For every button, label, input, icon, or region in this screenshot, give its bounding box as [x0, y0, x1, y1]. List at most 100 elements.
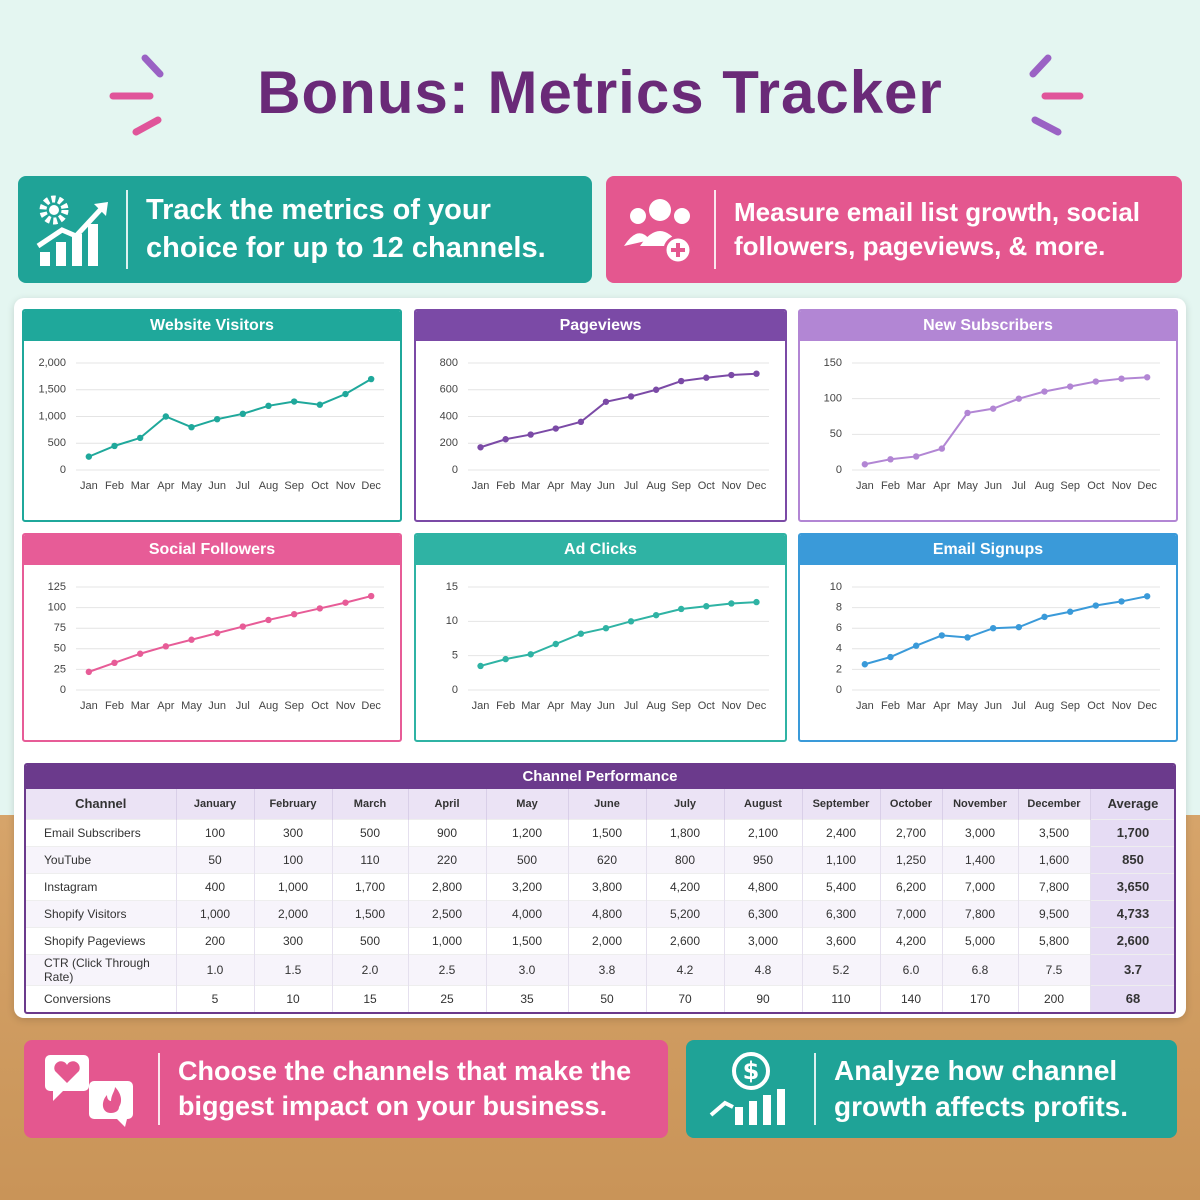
point — [887, 456, 894, 463]
point — [678, 377, 685, 385]
x-tick-label: May — [570, 480, 591, 492]
chart-card: Website Visitors 0 500 1,000 1,500 2,000 Jan Fe… — [22, 309, 402, 522]
y-tick-label: 50 — [830, 428, 842, 440]
chart-title: Social Followers — [24, 535, 400, 565]
y-tick-label: 50 — [54, 643, 66, 655]
table-row: Shopify Pageviews 200 300 500 1,000 1,500 2,00… — [26, 926, 1174, 954]
cell: 1,400 — [942, 845, 1019, 873]
cell: 200 — [1018, 984, 1091, 1012]
x-tick-label: Mar — [907, 480, 926, 492]
y-tick-label: 2 — [836, 663, 842, 675]
cell: 70 — [646, 984, 725, 1012]
x-tick-label: May — [570, 700, 591, 712]
point — [316, 605, 324, 612]
point — [188, 636, 195, 643]
y-tick-label: 0 — [836, 464, 842, 476]
point — [703, 603, 710, 610]
cell: 100 — [176, 818, 255, 846]
column-header: Average — [1090, 789, 1174, 819]
point — [602, 398, 610, 405]
x-tick-label: Jun — [597, 480, 615, 492]
point — [213, 629, 221, 637]
chart-title: Website Visitors — [24, 311, 400, 341]
chart: 0 25 50 75 100 125 Jan Feb Mar Apr May Jun Jul Aug Sep… — [48, 581, 384, 712]
point — [602, 625, 610, 632]
x-tick-label: Jan — [856, 700, 874, 712]
point — [111, 442, 118, 450]
x-tick-label: Jul — [624, 700, 638, 712]
cell: 6.8 — [942, 953, 1019, 985]
y-tick-label: 125 — [48, 581, 66, 593]
chart: 0 5 10 15 Jan Feb Mar Apr May Jun Jul Aug Sep Oct Nov D… — [446, 581, 769, 712]
point — [136, 434, 144, 442]
point — [703, 374, 710, 381]
x-tick-label: Sep — [1060, 700, 1080, 712]
y-tick-label: 10 — [446, 615, 458, 627]
point — [912, 642, 920, 649]
point — [989, 625, 997, 632]
cell: 15 — [332, 984, 409, 1012]
column-header: March — [332, 789, 409, 819]
x-tick-label: Mar — [907, 700, 926, 712]
point — [502, 436, 509, 443]
chart-card: Ad Clicks 0 5 10 15 Jan Feb Mar Apr May Jun Jul Aug S… — [414, 533, 787, 742]
cell: 4.2 — [646, 953, 725, 985]
cell: 1.0 — [176, 953, 255, 985]
cell: 500 — [332, 818, 409, 846]
line — [864, 595, 1148, 666]
point — [85, 668, 93, 676]
cell: 2,600 — [646, 926, 725, 954]
y-tick-label: 10 — [830, 581, 842, 593]
x-tick-label: Dec — [747, 480, 767, 492]
point — [1092, 602, 1100, 609]
svg-text:$: $ — [743, 1057, 760, 1085]
table-row: Shopify Visitors 1,000 2,000 1,500 2,500 4,00… — [26, 899, 1174, 927]
cell: 90 — [724, 984, 803, 1012]
chart: 0 500 1,000 1,500 2,000 Jan Feb Mar Apr May Jun Jul… — [38, 357, 384, 492]
point — [316, 401, 324, 408]
point — [964, 634, 971, 641]
chart-title: New Subscribers — [800, 311, 1176, 341]
cell: 1,500 — [332, 899, 409, 927]
x-tick-label: Aug — [1035, 480, 1055, 492]
point — [1041, 388, 1048, 395]
banner-text: Choose the channels that make the — [178, 1055, 632, 1086]
column-header: Channel — [26, 789, 177, 819]
x-tick-label: Mar — [131, 480, 150, 492]
x-tick-label: Mar — [521, 480, 540, 492]
cell: 50 — [176, 845, 255, 873]
cell: 6,200 — [880, 872, 943, 900]
y-tick-label: 0 — [452, 464, 458, 476]
x-tick-label: Nov — [722, 700, 742, 712]
x-tick-label: Dec — [361, 700, 381, 712]
cell: 6,300 — [802, 899, 881, 927]
cell: 500 — [486, 845, 569, 873]
x-tick-label: Jun — [984, 480, 1002, 492]
point — [861, 461, 869, 468]
point — [239, 410, 247, 418]
chart-card: Email Signups 0 2 4 6 8 10 Jan Feb Mar Apr May Jun Ju… — [798, 533, 1178, 742]
point — [1143, 593, 1151, 600]
y-tick-label: 75 — [54, 622, 66, 634]
point — [753, 370, 760, 377]
cell: 9,500 — [1018, 899, 1091, 927]
row-label: Shopify Visitors — [26, 899, 177, 927]
column-header: February — [254, 789, 333, 819]
point — [938, 445, 946, 452]
chart-card: New Subscribers 0 50 100 150 Jan Feb Mar Apr May J… — [798, 309, 1178, 522]
column-header: October — [880, 789, 943, 819]
cell: 3,000 — [942, 818, 1019, 846]
page-title: Bonus: Metrics Tracker — [257, 59, 943, 126]
point — [1015, 623, 1023, 631]
cell: 3.0 — [486, 953, 569, 985]
cell: 7,000 — [942, 872, 1019, 900]
cell: 4,800 — [568, 899, 647, 927]
x-tick-label: Jan — [472, 480, 490, 492]
line — [88, 378, 372, 458]
chart-card: Pageviews 0 200 400 600 800 Jan Feb Mar Apr May Jun… — [414, 309, 787, 522]
banner-text: growth affects profits. — [834, 1091, 1129, 1122]
icon — [24, 1052, 160, 1128]
cell: 2,600 — [1090, 926, 1174, 954]
cell: 200 — [176, 926, 255, 954]
cell: 1,800 — [646, 818, 725, 846]
